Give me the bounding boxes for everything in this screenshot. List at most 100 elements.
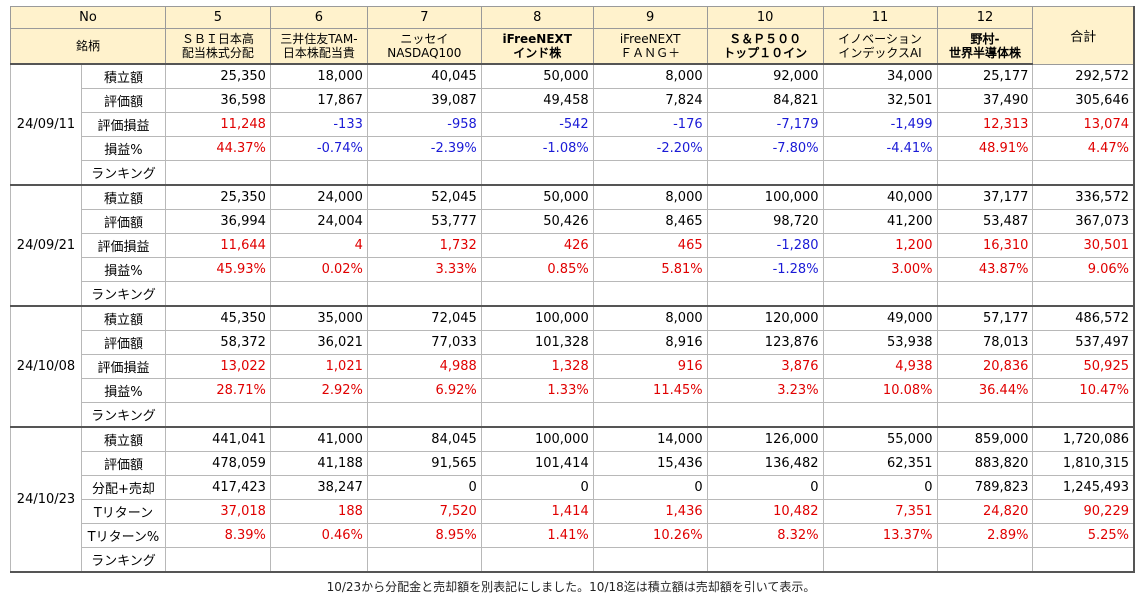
- table-row: 損益% 44.37% -0.74% -2.39% -1.08% -2.20% -7.80% -…: [11, 136, 1135, 161]
- value-cell: 55,000: [822, 426, 938, 452]
- value-cell: 50,426: [480, 209, 594, 234]
- value-cell: [269, 547, 368, 573]
- value-cell: 8,000: [592, 184, 708, 210]
- value-cell: 78,013: [936, 330, 1034, 355]
- value-cell: [706, 281, 824, 307]
- value-cell: [822, 281, 938, 307]
- table-row: 評価額 478,059 41,188 91,565 101,414 15,436 136,4…: [11, 451, 1135, 476]
- value-cell: 43.87%: [936, 257, 1034, 282]
- value-cell: 92,000: [706, 63, 824, 89]
- value-cell: 72,045: [366, 305, 482, 331]
- row-label: Tリターン%: [80, 523, 166, 548]
- value-cell: 36,994: [164, 209, 271, 234]
- table-row: 評価損益 13,022 1,021 4,988 1,328 916 3,876 4,938 20…: [11, 354, 1135, 379]
- value-cell: 2.89%: [936, 523, 1034, 548]
- row-label: ランキング: [80, 402, 166, 428]
- value-cell: 0: [822, 475, 938, 500]
- value-cell: [936, 281, 1034, 307]
- value-cell: 6.92%: [366, 378, 482, 403]
- value-cell: 11,644: [164, 233, 271, 258]
- fund-number: 8: [480, 6, 594, 29]
- row-label: 積立額: [80, 184, 166, 210]
- value-cell: 25,350: [164, 184, 271, 210]
- total-value: 10.47%: [1032, 378, 1135, 403]
- value-cell: [480, 402, 594, 428]
- value-cell: 37,177: [936, 184, 1034, 210]
- value-cell: 120,000: [706, 305, 824, 331]
- value-cell: 24,820: [936, 499, 1034, 524]
- value-cell: 49,458: [480, 88, 594, 113]
- value-cell: 36,598: [164, 88, 271, 113]
- fund-number: 12: [936, 6, 1034, 29]
- total-value: 4.47%: [1032, 136, 1135, 161]
- value-cell: 10.08%: [822, 378, 938, 403]
- table-row: ランキング: [11, 281, 1135, 307]
- value-cell: 883,820: [936, 451, 1034, 476]
- value-cell: [164, 547, 271, 573]
- value-cell: 41,188: [269, 451, 368, 476]
- row-label: 評価額: [80, 88, 166, 113]
- value-cell: 0: [592, 475, 708, 500]
- total-value: 30,501: [1032, 233, 1135, 258]
- value-cell: 84,821: [706, 88, 824, 113]
- fund-name: ニッセイ NASDAQ100: [366, 28, 482, 65]
- table-row: 評価損益 11,644 4 1,732 426 465 -1,280 1,200 16,310 3…: [11, 233, 1135, 258]
- fund-name-line2: 日本株配当貴: [282, 46, 355, 60]
- value-cell: [822, 160, 938, 186]
- value-cell: 13,022: [164, 354, 271, 379]
- fund-number: 6: [269, 6, 368, 29]
- value-cell: 5.81%: [592, 257, 708, 282]
- value-cell: 789,823: [936, 475, 1034, 500]
- value-cell: 28.71%: [164, 378, 271, 403]
- fund-name-line1: ＳＢＩ日本高: [181, 32, 254, 46]
- value-cell: [269, 160, 368, 186]
- value-cell: 84,045: [366, 426, 482, 452]
- value-cell: 101,414: [480, 451, 594, 476]
- value-cell: [936, 160, 1034, 186]
- value-cell: 100,000: [706, 184, 824, 210]
- fund-name-line1: Ｓ＆Ｐ５００: [729, 32, 802, 46]
- name-header: 銘柄: [10, 28, 166, 65]
- header-row-no: No 5 6 7 8 9 10 11 12 合計: [10, 6, 1135, 65]
- value-cell: 417,423: [164, 475, 271, 500]
- value-cell: 4,988: [366, 354, 482, 379]
- total-value: [1032, 547, 1135, 573]
- value-cell: [592, 547, 708, 573]
- value-cell: [269, 281, 368, 307]
- value-cell: 123,876: [706, 330, 824, 355]
- value-cell: 58,372: [164, 330, 271, 355]
- total-value: 292,572: [1032, 63, 1135, 89]
- table-row: 24/10/08 積立額 45,350 35,000 72,045 100,000 8,00…: [10, 305, 1135, 428]
- value-cell: 1,200: [822, 233, 938, 258]
- total-value: 1,245,493: [1032, 475, 1135, 500]
- value-cell: [822, 402, 938, 428]
- value-cell: 7,824: [592, 88, 708, 113]
- value-cell: 8.39%: [164, 523, 271, 548]
- value-cell: 53,777: [366, 209, 482, 234]
- total-value: 5.25%: [1032, 523, 1135, 548]
- value-cell: 1.33%: [480, 378, 594, 403]
- value-cell: 3,876: [706, 354, 824, 379]
- total-value: 336,572: [1032, 184, 1135, 210]
- row-label: 評価額: [80, 330, 166, 355]
- value-cell: 0.85%: [480, 257, 594, 282]
- value-cell: [936, 402, 1034, 428]
- value-cell: 25,177: [936, 63, 1034, 89]
- table-row: 24/09/11 積立額 25,350 18,000 40,045 50,000 8,000…: [10, 63, 1135, 186]
- value-cell: 478,059: [164, 451, 271, 476]
- value-cell: 8,465: [592, 209, 708, 234]
- value-cell: 98,720: [706, 209, 824, 234]
- fund-name: iFreeNEXT ＦＡＮＧ＋: [592, 28, 708, 65]
- fund-name-line1: 三井住友TAM-: [280, 32, 358, 46]
- value-cell: 11,248: [164, 112, 271, 137]
- value-cell: 35,000: [269, 305, 368, 331]
- value-cell: 41,000: [269, 426, 368, 452]
- value-cell: -2.20%: [592, 136, 708, 161]
- table-row: ランキング: [11, 547, 1135, 573]
- value-cell: [480, 547, 594, 573]
- value-cell: 49,000: [822, 305, 938, 331]
- value-cell: -0.74%: [269, 136, 368, 161]
- value-cell: [269, 402, 368, 428]
- value-cell: [164, 402, 271, 428]
- row-label: 分配+売却: [80, 475, 166, 500]
